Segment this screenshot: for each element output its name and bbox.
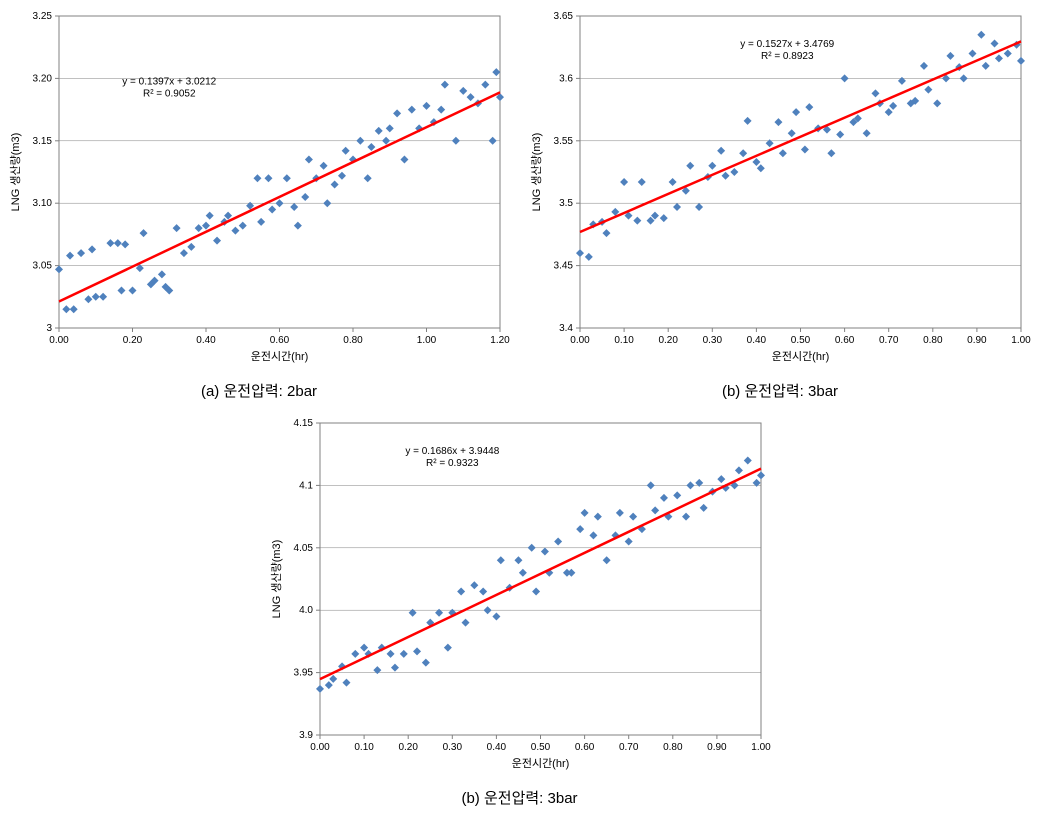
svg-text:0.60: 0.60 bbox=[574, 742, 594, 753]
svg-text:운전시간(hr): 운전시간(hr) bbox=[772, 350, 830, 363]
svg-text:3.25: 3.25 bbox=[33, 11, 53, 22]
svg-text:0.80: 0.80 bbox=[343, 335, 363, 346]
svg-text:LNG 생산량(m3): LNG 생산량(m3) bbox=[530, 133, 543, 212]
svg-text:0.30: 0.30 bbox=[703, 335, 723, 346]
svg-text:4.0: 4.0 bbox=[299, 605, 313, 616]
svg-text:y = 0.1527x + 3.4769: y = 0.1527x + 3.4769 bbox=[740, 39, 834, 50]
chart-panel-a: 3 3.05 3.10 3.15 3.20 3.25 0.00 0.20 0.40 0.60 0.8… bbox=[4, 4, 514, 411]
svg-text:0.60: 0.60 bbox=[835, 335, 855, 346]
svg-text:3.65: 3.65 bbox=[554, 11, 574, 22]
svg-text:0.10: 0.10 bbox=[614, 335, 634, 346]
svg-text:0.90: 0.90 bbox=[967, 335, 987, 346]
svg-text:0.20: 0.20 bbox=[658, 335, 678, 346]
svg-text:1.00: 1.00 bbox=[1011, 335, 1031, 346]
svg-text:y = 0.1397x + 3.0212: y = 0.1397x + 3.0212 bbox=[122, 77, 216, 88]
svg-text:0.50: 0.50 bbox=[791, 335, 811, 346]
caption-a: (a) 운전압력: 2bar bbox=[201, 380, 317, 401]
svg-text:0.60: 0.60 bbox=[270, 335, 290, 346]
svg-text:1.00: 1.00 bbox=[751, 742, 771, 753]
svg-text:3.05: 3.05 bbox=[33, 261, 53, 272]
svg-text:0.00: 0.00 bbox=[570, 335, 590, 346]
svg-text:1.00: 1.00 bbox=[417, 335, 437, 346]
svg-text:3.15: 3.15 bbox=[33, 136, 53, 147]
svg-text:0.30: 0.30 bbox=[442, 742, 462, 753]
chart-c: 3.9 3.95 4.0 4.05 4.1 4.15 0.00 0.10 0.20 0.30 0.4… bbox=[265, 411, 775, 781]
svg-text:y = 0.1686x + 3.9448: y = 0.1686x + 3.9448 bbox=[405, 446, 499, 457]
svg-text:0.40: 0.40 bbox=[196, 335, 216, 346]
svg-text:1.20: 1.20 bbox=[490, 335, 510, 346]
svg-text:3.95: 3.95 bbox=[293, 668, 313, 679]
svg-text:3.10: 3.10 bbox=[33, 198, 53, 209]
caption-c: (b) 운전압력: 3bar bbox=[461, 787, 577, 808]
svg-text:0.40: 0.40 bbox=[747, 335, 767, 346]
svg-text:3.9: 3.9 bbox=[299, 730, 313, 741]
svg-text:0.50: 0.50 bbox=[530, 742, 550, 753]
svg-text:0.80: 0.80 bbox=[923, 335, 943, 346]
svg-text:0.80: 0.80 bbox=[663, 742, 683, 753]
svg-text:0.00: 0.00 bbox=[49, 335, 69, 346]
caption-b: (b) 운전압력: 3bar bbox=[722, 380, 838, 401]
svg-text:0.40: 0.40 bbox=[486, 742, 506, 753]
svg-text:3.55: 3.55 bbox=[554, 136, 574, 147]
svg-text:4.15: 4.15 bbox=[293, 418, 313, 429]
svg-text:3.20: 3.20 bbox=[33, 73, 53, 84]
svg-text:0.90: 0.90 bbox=[707, 742, 727, 753]
svg-text:LNG 생산량(m3): LNG 생산량(m3) bbox=[9, 133, 22, 212]
svg-text:0.10: 0.10 bbox=[354, 742, 374, 753]
chart-a: 3 3.05 3.10 3.15 3.20 3.25 0.00 0.20 0.40 0.60 0.8… bbox=[4, 4, 514, 374]
chart-panel-b: 3.4 3.45 3.5 3.55 3.6 3.65 0.00 0.10 0.20 0.30 0.4… bbox=[525, 4, 1035, 411]
chart-b: 3.4 3.45 3.5 3.55 3.6 3.65 0.00 0.10 0.20 0.30 0.4… bbox=[525, 4, 1035, 374]
svg-text:3: 3 bbox=[46, 323, 52, 334]
svg-text:LNG 생산량(m3): LNG 생산량(m3) bbox=[270, 540, 283, 619]
svg-text:0.70: 0.70 bbox=[618, 742, 638, 753]
svg-text:3.6: 3.6 bbox=[559, 73, 573, 84]
svg-text:R² = 0.8923: R² = 0.8923 bbox=[761, 51, 814, 62]
svg-text:0.20: 0.20 bbox=[398, 742, 418, 753]
chart-panel-c: 3.9 3.95 4.0 4.05 4.1 4.15 0.00 0.10 0.20 0.30 0.4… bbox=[265, 411, 775, 818]
svg-text:3.4: 3.4 bbox=[559, 323, 573, 334]
svg-text:0.70: 0.70 bbox=[879, 335, 899, 346]
svg-text:R² = 0.9052: R² = 0.9052 bbox=[143, 89, 196, 100]
svg-text:4.05: 4.05 bbox=[293, 543, 313, 554]
svg-text:운전시간(hr): 운전시간(hr) bbox=[511, 757, 569, 770]
svg-text:R² = 0.9323: R² = 0.9323 bbox=[426, 458, 479, 469]
svg-text:3.5: 3.5 bbox=[559, 198, 573, 209]
svg-text:운전시간(hr): 운전시간(hr) bbox=[251, 350, 309, 363]
svg-text:0.20: 0.20 bbox=[123, 335, 143, 346]
svg-text:3.45: 3.45 bbox=[554, 261, 574, 272]
svg-text:4.1: 4.1 bbox=[299, 480, 313, 491]
svg-text:0.00: 0.00 bbox=[310, 742, 330, 753]
